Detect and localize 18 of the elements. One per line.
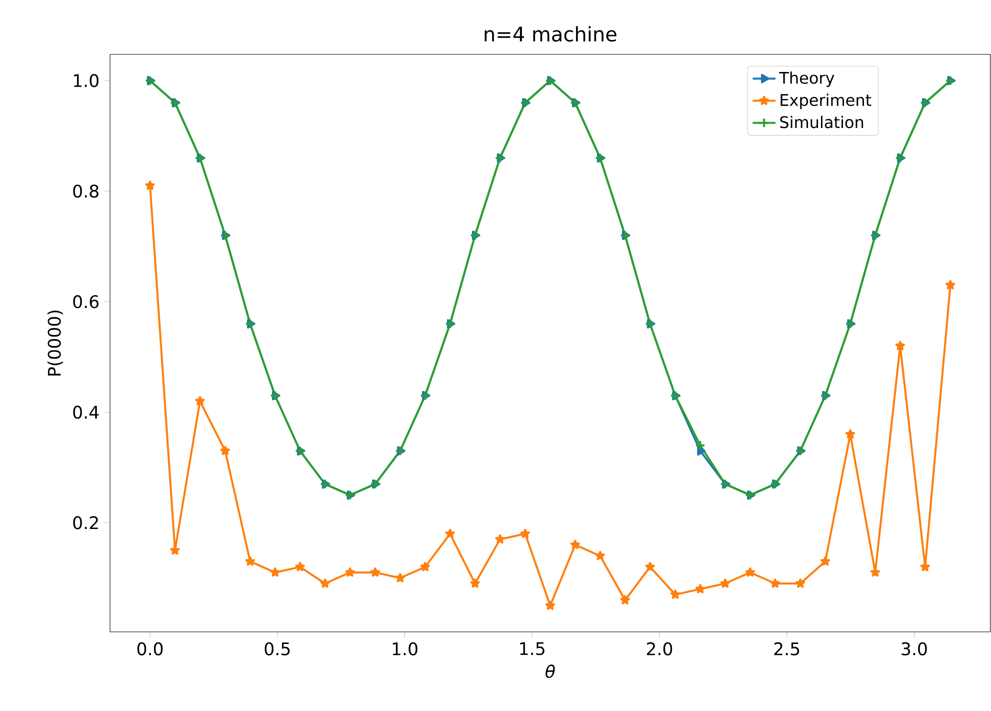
y-tick-label: 0.8: [73, 184, 98, 198]
y-tick-label: 1.0: [74, 74, 98, 88]
legend-label: Experiment: [780, 94, 872, 110]
x-tick-label: 3.0: [902, 642, 927, 656]
x-tick-label: 2.0: [646, 642, 672, 656]
x-tick-label: 1.5: [520, 642, 544, 656]
legend-label: Theory: [779, 72, 834, 88]
chart-title: n=4 machine: [484, 26, 616, 42]
x-axis-title: θ: [546, 664, 555, 678]
y-axis-title: P(0000): [47, 310, 63, 376]
y-tick-label: 0.2: [73, 516, 98, 530]
x-tick-label: 0.0: [137, 642, 163, 656]
y-tick-label: 0.6: [73, 295, 99, 308]
x-tick-label: 1.0: [392, 642, 418, 656]
y-tick-label: 0.4: [73, 406, 99, 419]
legend-label: Simulation: [780, 116, 864, 128]
x-tick-label: 0.5: [264, 642, 290, 656]
x-tick-label: 2.5: [774, 642, 800, 656]
